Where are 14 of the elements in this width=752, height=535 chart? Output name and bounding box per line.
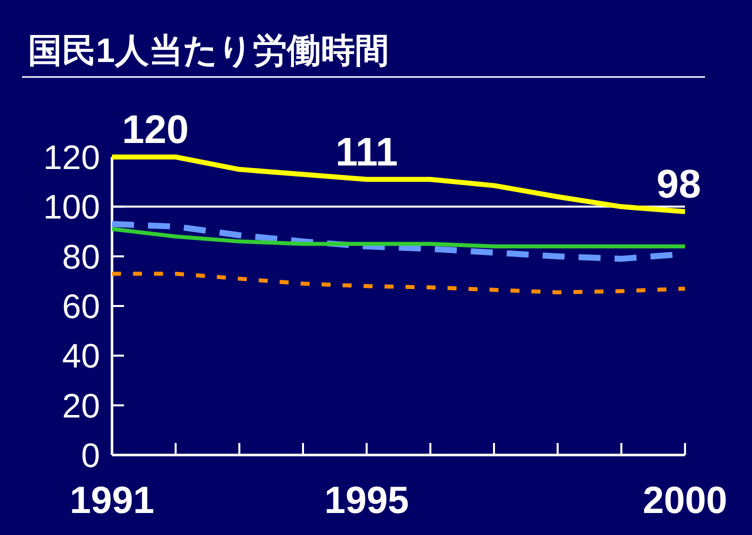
annotation: 120 bbox=[122, 108, 189, 152]
y-tick-label: 80 bbox=[62, 238, 100, 276]
annotation: 111 bbox=[336, 130, 398, 174]
y-tick-label: 60 bbox=[62, 288, 100, 326]
annotation: 98 bbox=[656, 162, 701, 207]
x-tick-label: 1995 bbox=[324, 480, 409, 522]
title: 国民1人当たり労働時間 bbox=[28, 32, 389, 70]
y-tick-label: 100 bbox=[43, 188, 100, 227]
y-tick-label: 40 bbox=[62, 338, 100, 376]
y-tick-label: 0 bbox=[81, 437, 100, 475]
y-tick-label: 120 bbox=[43, 139, 100, 177]
x-tick-label: 1991 bbox=[70, 480, 154, 522]
x-tick-label: 2000 bbox=[642, 480, 728, 522]
y-tick-label: 20 bbox=[62, 387, 100, 426]
